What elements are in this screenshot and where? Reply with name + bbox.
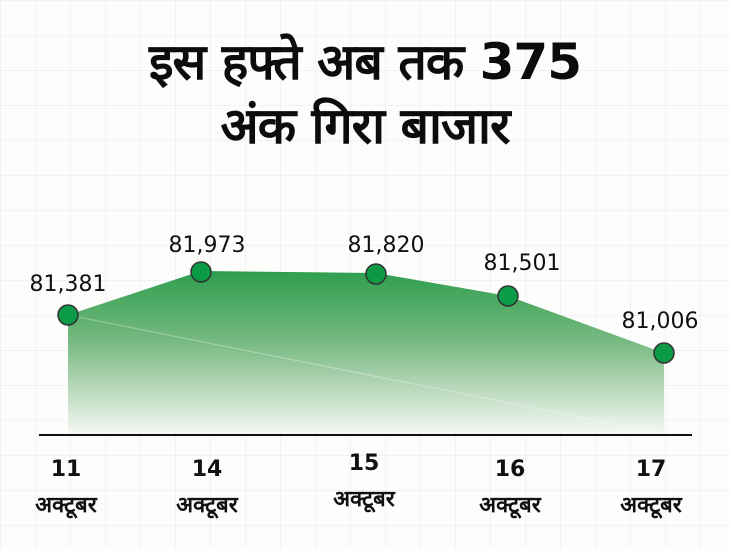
x-tick-label: 11 अक्टूबर: [6, 452, 126, 524]
data-point-marker: [57, 304, 79, 326]
title-line-1: इस हफ्ते अब तक 375: [149, 33, 582, 91]
x-tick-label: 14 अक्टूबर: [147, 452, 267, 524]
data-point-marker: [653, 342, 675, 364]
area-fill: [68, 271, 664, 434]
x-tick-day: 16: [494, 457, 526, 482]
data-point-marker: [190, 261, 212, 283]
x-tick-label: 17 अक्टूबर: [591, 452, 711, 524]
x-tick-month: अक्टूबर: [176, 493, 238, 518]
x-tick-day: 11: [50, 457, 82, 482]
x-tick-month: अक्टूबर: [479, 493, 541, 518]
x-tick-label: 15 अक्टूबर: [304, 446, 424, 518]
chart-title: इस हफ्ते अब तक 375 अंक गिरा बाजार: [0, 30, 730, 158]
data-point-marker: [365, 263, 387, 285]
data-label: 81,381: [30, 272, 107, 297]
x-tick-month: अक्टूबर: [333, 487, 395, 512]
x-tick-day: 14: [191, 457, 223, 482]
data-label: 81,006: [622, 309, 699, 334]
data-label: 81,820: [348, 233, 425, 258]
data-point-marker: [497, 285, 519, 307]
x-tick-label: 16 अक्टूबर: [450, 452, 570, 524]
x-tick-month: अक्टूबर: [620, 493, 682, 518]
x-tick-day: 15: [348, 451, 380, 476]
data-label: 81,501: [484, 251, 561, 276]
x-tick-day: 17: [635, 457, 667, 482]
title-line-2: अंक गिरा बाजार: [220, 97, 511, 155]
x-tick-month: अक्टूबर: [35, 493, 97, 518]
data-label: 81,973: [169, 233, 246, 258]
